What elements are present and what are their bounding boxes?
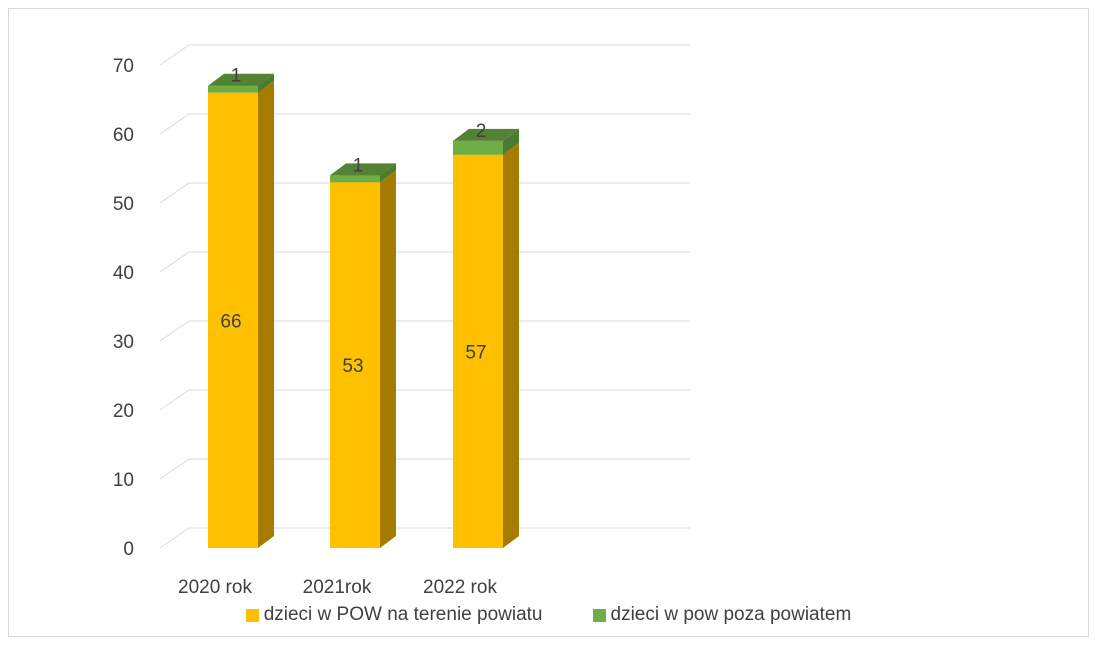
legend-label: dzieci w POW na terenie powiatu: [263, 604, 543, 625]
y-tick-label: 60: [113, 125, 134, 146]
data-label: 1: [353, 155, 364, 176]
data-label: 66: [220, 311, 241, 332]
y-tick-label: 30: [113, 332, 134, 353]
bar-poza-1: [330, 163, 396, 183]
y-tick-label: 0: [123, 539, 134, 560]
legend-item: dzieci w pow poza powiatem: [592, 602, 852, 628]
y-tick-label: 40: [113, 263, 134, 284]
y-tick-label: 10: [113, 470, 134, 491]
legend: dzieci w POW na terenie powiatu dzieci w …: [0, 602, 1097, 628]
legend-swatch: [245, 608, 259, 622]
data-label: 2: [476, 121, 487, 142]
bar-poza-0: [208, 73, 274, 93]
y-tick-label: 20: [113, 401, 134, 422]
x-tick-label: 2020 rok: [178, 577, 252, 598]
gridline-70: [159, 44, 690, 66]
chart-border: [8, 8, 1089, 637]
data-label: 53: [342, 356, 363, 377]
bar-poza-2: [453, 128, 519, 155]
bar-teren-0: [208, 80, 274, 548]
legend-label: dzieci w pow poza powiatem: [610, 604, 852, 625]
legend-swatch: [592, 608, 606, 622]
y-tick-label: 70: [113, 56, 134, 77]
legend-item: dzieci w POW na terenie powiatu: [245, 602, 543, 628]
data-label: 1: [231, 66, 242, 87]
x-tick-label: 2021rok: [303, 577, 372, 598]
x-tick-label: 2022 rok: [423, 577, 497, 598]
data-label: 57: [465, 342, 486, 363]
y-tick-label: 50: [113, 194, 134, 215]
